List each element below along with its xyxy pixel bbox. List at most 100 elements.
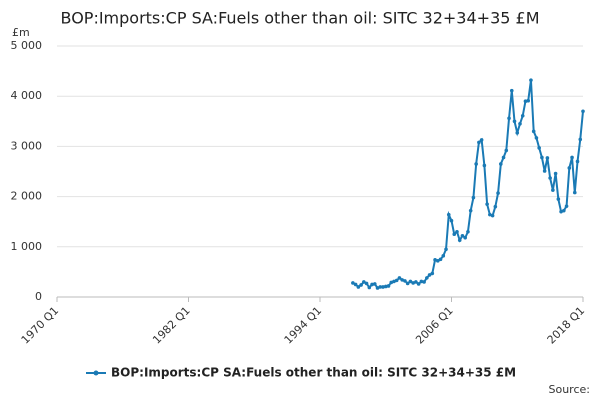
data-point bbox=[372, 282, 377, 286]
x-tick-label: 2006 Q1 bbox=[413, 304, 456, 347]
data-point bbox=[460, 233, 465, 238]
data-point bbox=[436, 259, 440, 263]
data-point bbox=[362, 280, 366, 284]
data-point bbox=[392, 279, 396, 284]
data-point bbox=[449, 218, 454, 223]
data-point bbox=[567, 166, 572, 170]
y-tick-label: 5 000 bbox=[11, 39, 43, 52]
data-point bbox=[520, 113, 525, 118]
data-point bbox=[529, 78, 533, 82]
data-point bbox=[466, 229, 470, 234]
data-point bbox=[394, 278, 399, 283]
data-point bbox=[414, 280, 418, 284]
data-point bbox=[389, 280, 394, 285]
data-point bbox=[370, 282, 374, 287]
data-point bbox=[430, 271, 435, 276]
x-tick-label: 1982 Q1 bbox=[150, 304, 193, 347]
data-point bbox=[551, 188, 555, 192]
y-tick-label: 3 000 bbox=[11, 139, 43, 152]
x-tick-label: 1994 Q1 bbox=[282, 304, 325, 347]
y-tick-label: 1 000 bbox=[11, 240, 43, 253]
data-point bbox=[351, 281, 355, 285]
data-point bbox=[488, 212, 492, 217]
data-point bbox=[490, 213, 495, 218]
data-point bbox=[531, 129, 536, 134]
y-tick-label: 4 000 bbox=[11, 89, 43, 102]
data-point bbox=[479, 138, 484, 142]
data-point bbox=[512, 119, 517, 124]
data-point bbox=[509, 88, 514, 93]
data-point bbox=[570, 155, 574, 160]
data-point bbox=[419, 279, 424, 284]
x-tick-label: 1970 Q1 bbox=[19, 304, 62, 347]
data-point bbox=[553, 171, 558, 176]
data-point bbox=[548, 176, 552, 180]
data-point bbox=[446, 212, 451, 217]
data-point bbox=[444, 247, 448, 252]
data-point bbox=[463, 235, 467, 240]
data-point bbox=[353, 282, 358, 287]
data-point bbox=[422, 280, 426, 284]
data-line bbox=[352, 80, 584, 290]
data-point bbox=[501, 155, 506, 160]
data-point bbox=[507, 116, 511, 121]
data-point bbox=[452, 232, 457, 237]
data-point bbox=[359, 283, 363, 287]
data-point bbox=[386, 284, 391, 288]
data-point bbox=[457, 238, 462, 243]
data-point bbox=[499, 162, 503, 166]
data-point bbox=[471, 195, 476, 200]
data-point bbox=[375, 286, 380, 290]
data-point bbox=[515, 131, 520, 135]
data-point bbox=[523, 99, 528, 104]
y-tick-label: 2 000 bbox=[11, 190, 43, 203]
y-axis-label: £m bbox=[12, 26, 30, 39]
source: Source: bbox=[549, 383, 591, 396]
data-point bbox=[559, 209, 563, 214]
data-point bbox=[482, 163, 487, 168]
data-point bbox=[411, 281, 415, 285]
data-point bbox=[518, 122, 522, 126]
data-point bbox=[540, 155, 544, 160]
data-point bbox=[578, 137, 583, 142]
data-point bbox=[468, 208, 473, 213]
data-point bbox=[356, 285, 361, 289]
data-point bbox=[441, 254, 446, 258]
data-point bbox=[403, 279, 407, 283]
data-point bbox=[556, 197, 561, 201]
data-point bbox=[575, 159, 580, 164]
data-point bbox=[474, 162, 478, 166]
data-point bbox=[381, 285, 385, 289]
data-point bbox=[378, 285, 383, 289]
data-point bbox=[504, 148, 509, 153]
data-point bbox=[534, 136, 539, 140]
data-point bbox=[397, 276, 402, 280]
data-point bbox=[400, 278, 404, 282]
data-point bbox=[364, 281, 369, 286]
data-point bbox=[455, 229, 459, 234]
legend-marker bbox=[93, 370, 99, 376]
data-point bbox=[405, 281, 410, 286]
data-point bbox=[581, 109, 585, 114]
data-point bbox=[572, 190, 577, 195]
data-point bbox=[493, 204, 498, 209]
data-point bbox=[485, 202, 489, 206]
data-point bbox=[477, 140, 481, 145]
data-point bbox=[427, 273, 432, 277]
data-point bbox=[542, 169, 547, 173]
data-point bbox=[425, 276, 429, 280]
data-point bbox=[537, 146, 541, 150]
data-point bbox=[564, 204, 569, 208]
data-point bbox=[433, 258, 437, 262]
data-point bbox=[367, 285, 372, 290]
y-tick-label: 0 bbox=[35, 290, 42, 303]
chart-title: BOP:Imports:CP SA:Fuels other than oil: … bbox=[61, 9, 540, 28]
data-point bbox=[383, 284, 388, 289]
data-point bbox=[408, 279, 413, 284]
data-point bbox=[526, 98, 531, 103]
data-point bbox=[416, 282, 421, 286]
data-point bbox=[496, 191, 500, 195]
data-point bbox=[545, 156, 550, 160]
data-point bbox=[562, 208, 566, 213]
